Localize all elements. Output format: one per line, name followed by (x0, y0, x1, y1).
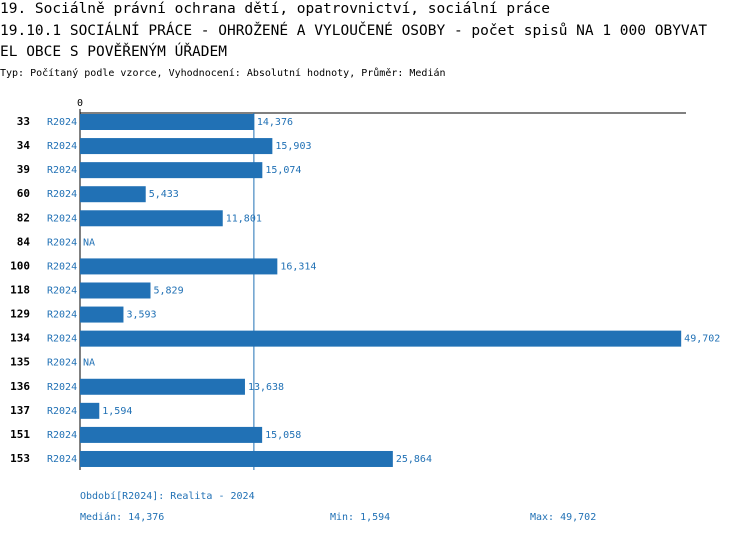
bar (80, 186, 146, 203)
period-label: Období[R2024]: Realita - 2024 (80, 490, 255, 502)
bar (80, 378, 245, 395)
category-label: 151 (10, 428, 30, 441)
value-label: 5,829 (154, 285, 184, 296)
bar (80, 426, 263, 443)
series-label: R2024 (47, 261, 77, 272)
bar (80, 330, 682, 347)
series-label: R2024 (47, 358, 77, 369)
stat-value: 49,702 (560, 512, 596, 523)
value-label: 13,638 (248, 382, 284, 393)
value-label: 16,314 (280, 261, 316, 272)
category-label: 137 (10, 404, 30, 417)
series-label: R2024 (47, 430, 77, 441)
value-label: 11,801 (226, 213, 262, 224)
bar (80, 114, 254, 130)
bar (80, 282, 151, 299)
chart-title: EL OBCE S POVĚŘENÝM ÚŘADEM (0, 42, 227, 60)
value-label: 15,058 (265, 430, 301, 441)
series-label: R2024 (47, 237, 77, 248)
bar (80, 450, 393, 467)
series-label: R2024 (47, 334, 77, 345)
value-label: 1,594 (102, 406, 132, 417)
category-label: 135 (10, 356, 30, 369)
series-label: R2024 (47, 285, 77, 296)
series-label: R2024 (47, 189, 77, 200)
category-label: 136 (10, 380, 30, 393)
value-label: 49,702 (684, 334, 720, 345)
stat: Min: 1,594 (330, 512, 390, 523)
series-label: R2024 (47, 406, 77, 417)
stat-label: Min: (330, 512, 354, 523)
chart-header: 19. Sociálně právní ochrana dětí, opatro… (0, 1, 550, 17)
value-label: 15,903 (275, 141, 311, 152)
bar (80, 210, 223, 227)
bar (80, 162, 263, 179)
value-label: 14,376 (257, 117, 293, 128)
category-label: 153 (10, 452, 30, 465)
series-label: R2024 (47, 454, 77, 465)
x-tick-label: 0 (77, 98, 83, 109)
stat-value: 14,376 (128, 512, 164, 523)
stat: Max: 49,702 (530, 512, 596, 523)
value-label: 3,593 (126, 310, 156, 321)
stat-label: Max: (530, 512, 554, 523)
series-label: R2024 (47, 310, 77, 321)
chart-title: 19.10.1 SOCIÁLNÍ PRÁCE - OHROŽENÉ A VYLO… (0, 21, 707, 39)
stat: Medián: 14,376 (80, 511, 164, 523)
series-label: R2024 (47, 213, 77, 224)
category-label: 100 (10, 259, 30, 272)
category-label: 34 (17, 139, 31, 152)
stat-value: 1,594 (360, 512, 390, 523)
value-label: 25,864 (396, 454, 432, 465)
category-label: 84 (17, 235, 31, 248)
category-label: 39 (17, 163, 30, 176)
chart-subtitle: Typ: Počítaný podle vzorce, Vyhodnocení:… (0, 67, 446, 79)
value-label: NA (83, 358, 95, 369)
bar (80, 306, 124, 323)
bar (80, 138, 273, 155)
series-label: R2024 (47, 141, 77, 152)
series-label: R2024 (47, 165, 77, 176)
bar (80, 258, 278, 275)
category-label: 60 (17, 187, 30, 200)
value-label: 15,074 (265, 165, 301, 176)
category-label: 129 (10, 308, 30, 321)
category-label: 134 (10, 332, 30, 345)
series-label: R2024 (47, 382, 77, 393)
series-label: R2024 (47, 117, 77, 128)
value-label: NA (83, 237, 95, 248)
category-label: 118 (10, 283, 30, 296)
category-label: 33 (17, 115, 30, 128)
bar (80, 402, 100, 419)
value-label: 5,433 (149, 189, 179, 200)
category-label: 82 (17, 211, 30, 224)
stat-label: Medián: (80, 511, 122, 523)
